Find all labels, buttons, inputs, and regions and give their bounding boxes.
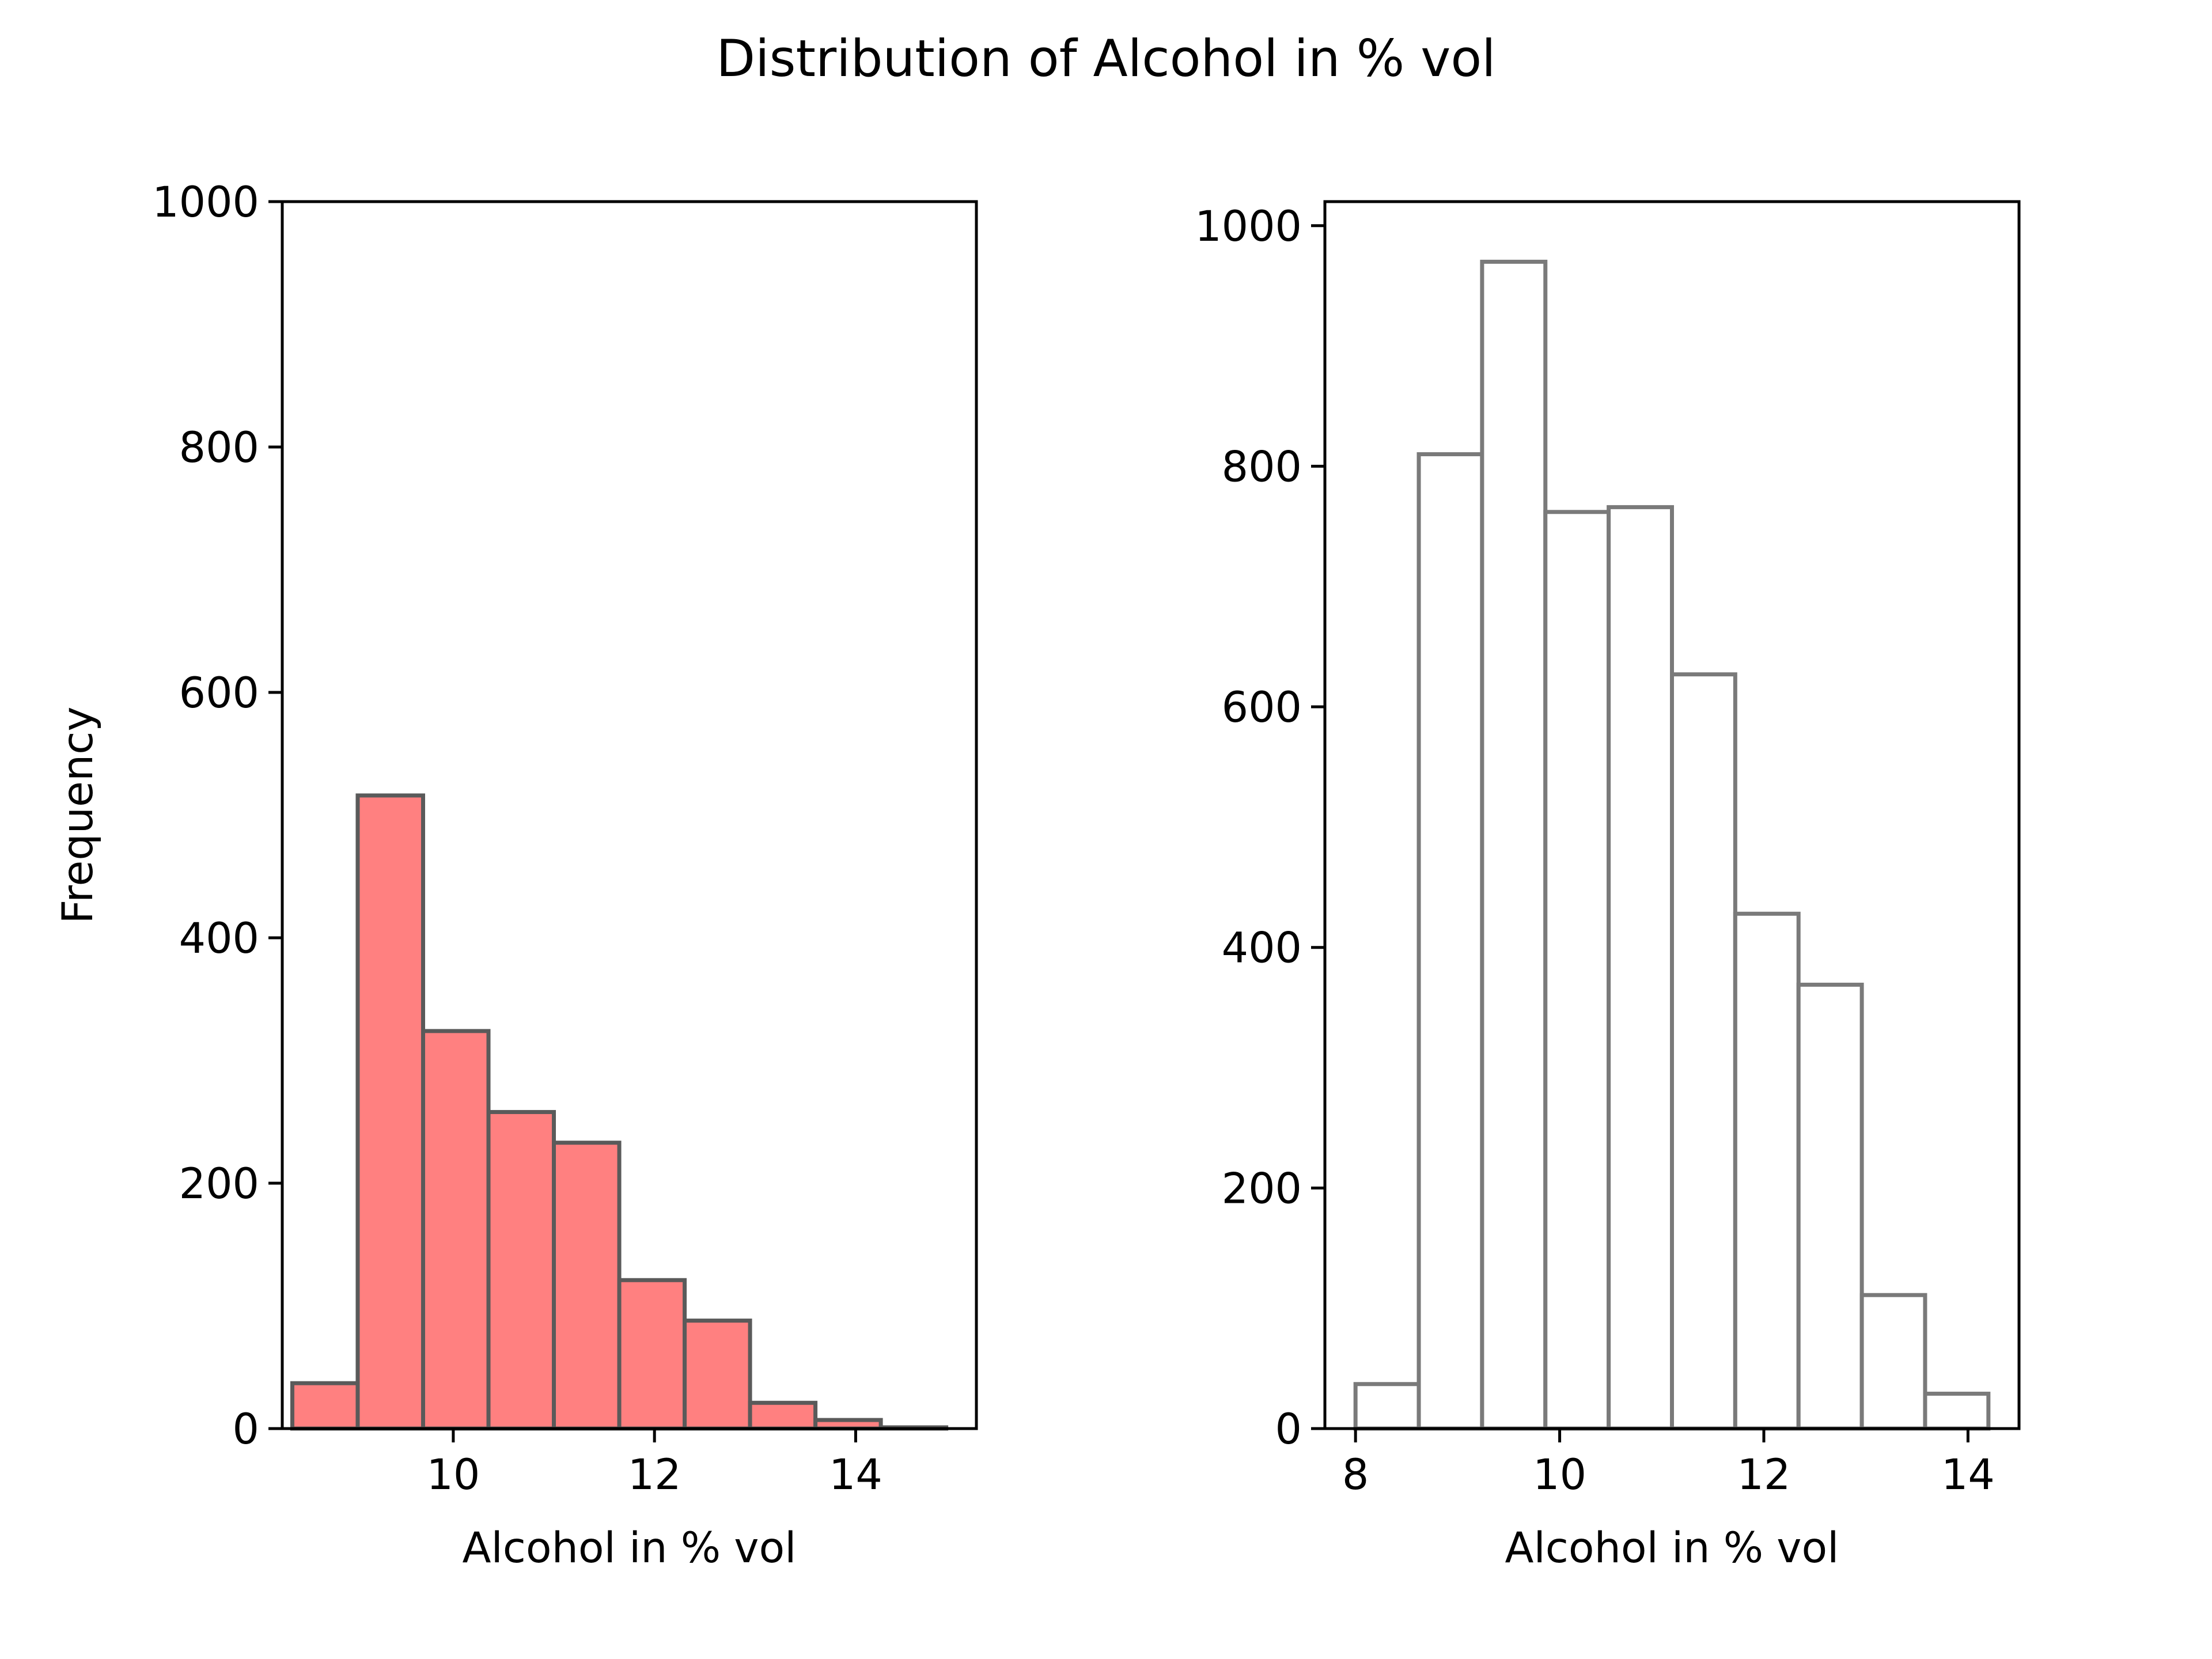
x-axis-label: Alcohol in % vol xyxy=(463,1524,797,1573)
histogram-bar xyxy=(1923,1391,1991,1431)
histogram-bar xyxy=(486,1109,556,1431)
y-tick-label: 800 xyxy=(1222,442,1302,491)
y-tick-label: 800 xyxy=(179,423,259,472)
histogram-bar xyxy=(1543,510,1611,1431)
y-tick-label: 1000 xyxy=(1195,202,1302,251)
y-tick-label: 200 xyxy=(1222,1164,1302,1213)
histogram-bar xyxy=(1480,259,1548,1431)
right-histogram: 0 200 400 600 800 1000 8 10 12 14 Alcohol in % vol xyxy=(1195,200,2021,1573)
y-tick-label: 600 xyxy=(179,669,259,718)
histogram-bar xyxy=(552,1141,622,1431)
x-axis-label: Alcohol in % vol xyxy=(1505,1524,1839,1573)
histogram-bar xyxy=(1416,452,1484,1431)
histogram-bar xyxy=(1859,1293,1927,1431)
x-tick-label: 10 xyxy=(1533,1450,1586,1499)
histogram-bar xyxy=(1796,982,1864,1431)
histogram-bar xyxy=(290,1381,360,1431)
x-tick-label: 14 xyxy=(829,1450,882,1499)
histogram-bar xyxy=(1733,911,1801,1431)
histogram-bar xyxy=(748,1400,818,1431)
x-tick-label: 10 xyxy=(426,1450,480,1499)
histogram-bar xyxy=(617,1278,687,1431)
histogram-bar xyxy=(421,1029,491,1431)
y-tick-label: 600 xyxy=(1222,683,1302,732)
y-tick-label: 400 xyxy=(1222,924,1302,973)
histogram-bar xyxy=(683,1319,752,1431)
x-tick-label: 8 xyxy=(1342,1450,1369,1499)
axes-frame xyxy=(1323,200,2021,1430)
y-tick-label: 0 xyxy=(233,1405,259,1454)
axes-frame xyxy=(281,200,978,1430)
histogram-bar xyxy=(1353,1382,1421,1431)
y-tick-label: 1000 xyxy=(152,178,259,227)
y-tick-label: 0 xyxy=(1275,1405,1302,1454)
left-histogram: 0 200 400 600 800 1000 10 12 14 Alcohol in % vol F… xyxy=(54,178,978,1573)
histogram-bar xyxy=(1670,672,1737,1431)
y-tick-label: 200 xyxy=(179,1160,259,1209)
x-tick-label: 14 xyxy=(1941,1450,1995,1499)
x-tick-label: 12 xyxy=(628,1450,681,1499)
x-tick-label: 12 xyxy=(1737,1450,1791,1499)
histogram-bar xyxy=(355,793,425,1431)
histogram-bar xyxy=(1607,505,1674,1431)
y-tick-label: 400 xyxy=(179,914,259,963)
y-axis-label: Frequency xyxy=(54,706,103,923)
figure-title: Distribution of Alcohol in % vol xyxy=(716,29,1495,88)
